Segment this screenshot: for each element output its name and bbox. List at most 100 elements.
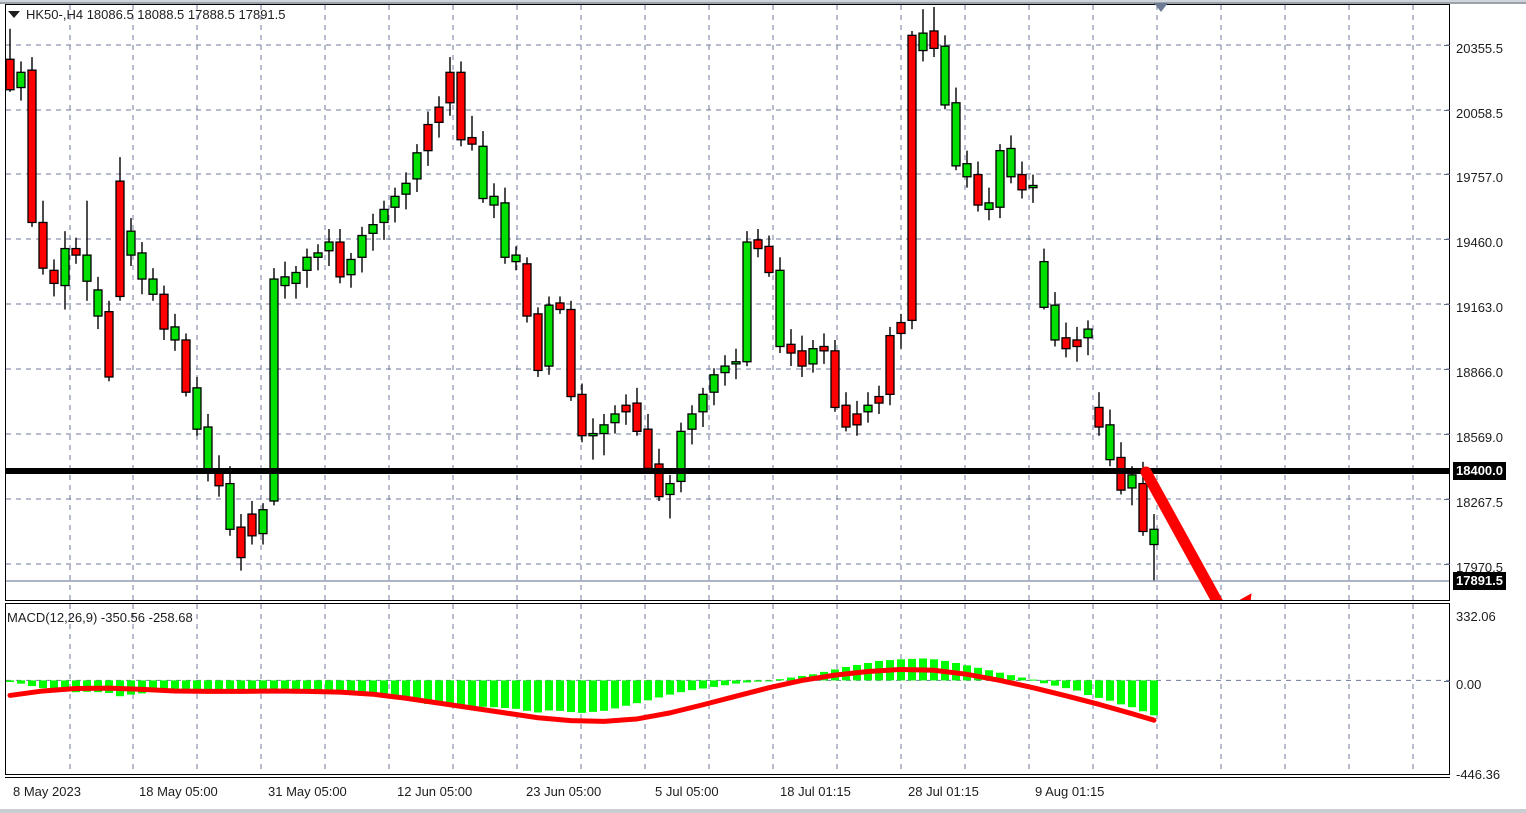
price-axis-highlight-label: 18400.0 (1453, 462, 1506, 480)
candle-body (676, 430, 686, 483)
candle-body (951, 102, 961, 167)
price-plot-area[interactable] (6, 5, 1449, 600)
price-axis-tick (1444, 304, 1450, 305)
candle-body (1094, 406, 1104, 428)
macd-histogram-bar (380, 680, 388, 697)
macd-histogram-bar (710, 680, 718, 687)
macd-plot-area[interactable] (6, 604, 1449, 774)
macd-histogram-bar (402, 680, 410, 700)
macd-histogram-bar (644, 680, 652, 701)
macd-axis-label: 332.06 (1456, 609, 1496, 624)
candle-body (1017, 173, 1027, 191)
candle-body (104, 311, 114, 378)
candle-body (335, 241, 345, 278)
candle-body (16, 71, 26, 89)
macd-signal-line (7, 666, 1157, 724)
candle-body (1149, 528, 1159, 546)
time-axis-label: 28 Jul 01:15 (908, 784, 979, 799)
candle-body (698, 393, 708, 413)
macd-histogram-bar (611, 680, 619, 709)
macd-histogram-bar (248, 680, 256, 692)
macd-histogram-bar (1084, 680, 1092, 696)
macd-histogram-bar (160, 680, 168, 692)
macd-histogram-bar (314, 680, 322, 692)
macd-histogram-bar (622, 680, 630, 706)
macd-histogram-bar (1018, 677, 1026, 681)
macd-histogram-bar (369, 680, 377, 695)
candle-body (610, 413, 620, 424)
candle-body (401, 182, 411, 195)
candle-body (346, 258, 356, 276)
macd-histogram-bar (149, 680, 157, 693)
candle-body (533, 313, 543, 372)
candle-body (1072, 339, 1082, 348)
macd-histogram-bar (754, 680, 762, 682)
macd-histogram-bar (28, 680, 36, 687)
candle-body (973, 173, 983, 206)
candle-body (753, 239, 763, 250)
macd-histogram-bar (787, 677, 795, 681)
candle-body (291, 271, 301, 285)
price-axis-highlight-label: 17891.5 (1453, 572, 1506, 590)
candle-body (874, 395, 884, 404)
price-pane[interactable] (5, 4, 1450, 601)
candle-body (599, 424, 609, 435)
time-axis[interactable]: 8 May 2023 18 May 05:00 31 May 05:00 12 Jun… (5, 777, 1450, 809)
macd-histogram-bar (765, 680, 773, 682)
macd-histogram-bar (193, 680, 201, 693)
macd-indicator-header: MACD(12,26,9) -350.56 -258.68 (7, 610, 193, 625)
macd-histogram-bar (490, 680, 498, 708)
macd-histogram-bar (985, 670, 993, 681)
macd-axis-tick (1444, 681, 1450, 682)
macd-histogram-bar (578, 680, 586, 713)
macd-histogram-bar (215, 680, 223, 693)
macd-histogram-bar (281, 680, 289, 691)
macd-histogram-bar (413, 680, 421, 702)
candle-body (522, 263, 532, 317)
candle-body (423, 123, 433, 152)
macd-axis-label: 0.00 (1456, 677, 1482, 692)
macd-pane[interactable] (5, 603, 1450, 775)
macd-histogram-bar (743, 680, 751, 683)
candle-body (1083, 328, 1093, 339)
macd-histogram-bar (501, 680, 509, 709)
candle-body (544, 304, 554, 367)
macd-histogram-bar (1095, 680, 1103, 698)
macd-axis[interactable]: 332.06 0.00 -446.36 (1444, 603, 1526, 782)
macd-histogram-bar (1029, 679, 1037, 681)
macd-histogram-bar (688, 680, 696, 691)
window-top-bevel-highlight (0, 0, 1526, 2)
macd-histogram-bar (171, 680, 179, 691)
candle-body (764, 245, 774, 274)
macd-histogram-bar (600, 680, 608, 711)
candle-body (170, 326, 180, 341)
candle-body (1028, 184, 1038, 189)
candle-body (863, 404, 873, 413)
candle-body (379, 208, 389, 224)
macd-histogram-bar (512, 680, 520, 709)
price-axis-label: 19757.0 (1456, 170, 1503, 185)
time-axis-label: 18 May 05:00 (139, 784, 218, 799)
candle-body (148, 278, 158, 295)
candle-body (269, 278, 279, 502)
time-axis-label: 8 May 2023 (13, 784, 81, 799)
candle-body (500, 202, 510, 258)
candle-body (643, 428, 653, 470)
collapse-triangle-icon[interactable] (8, 11, 20, 18)
candle-body (907, 34, 917, 322)
macd-histogram-bar (567, 680, 575, 713)
candle-body (1105, 424, 1115, 461)
macd-histogram-bar (1040, 680, 1048, 684)
price-axis[interactable]: 20355.5 20058.5 19757.0 19460.0 19163.0 18866… (1444, 4, 1526, 601)
candle-body (181, 339, 191, 393)
macd-histogram-bar (1062, 680, 1070, 689)
candle-body (1061, 337, 1071, 350)
macd-histogram-bar (17, 680, 25, 684)
macd-histogram-bar (1007, 675, 1015, 681)
price-axis-label: 18267.5 (1456, 495, 1503, 510)
candle-body (819, 345, 829, 352)
macd-histogram-bar (479, 680, 487, 707)
time-axis-label: 18 Jul 01:15 (780, 784, 851, 799)
macd-histogram-bar (270, 680, 278, 689)
